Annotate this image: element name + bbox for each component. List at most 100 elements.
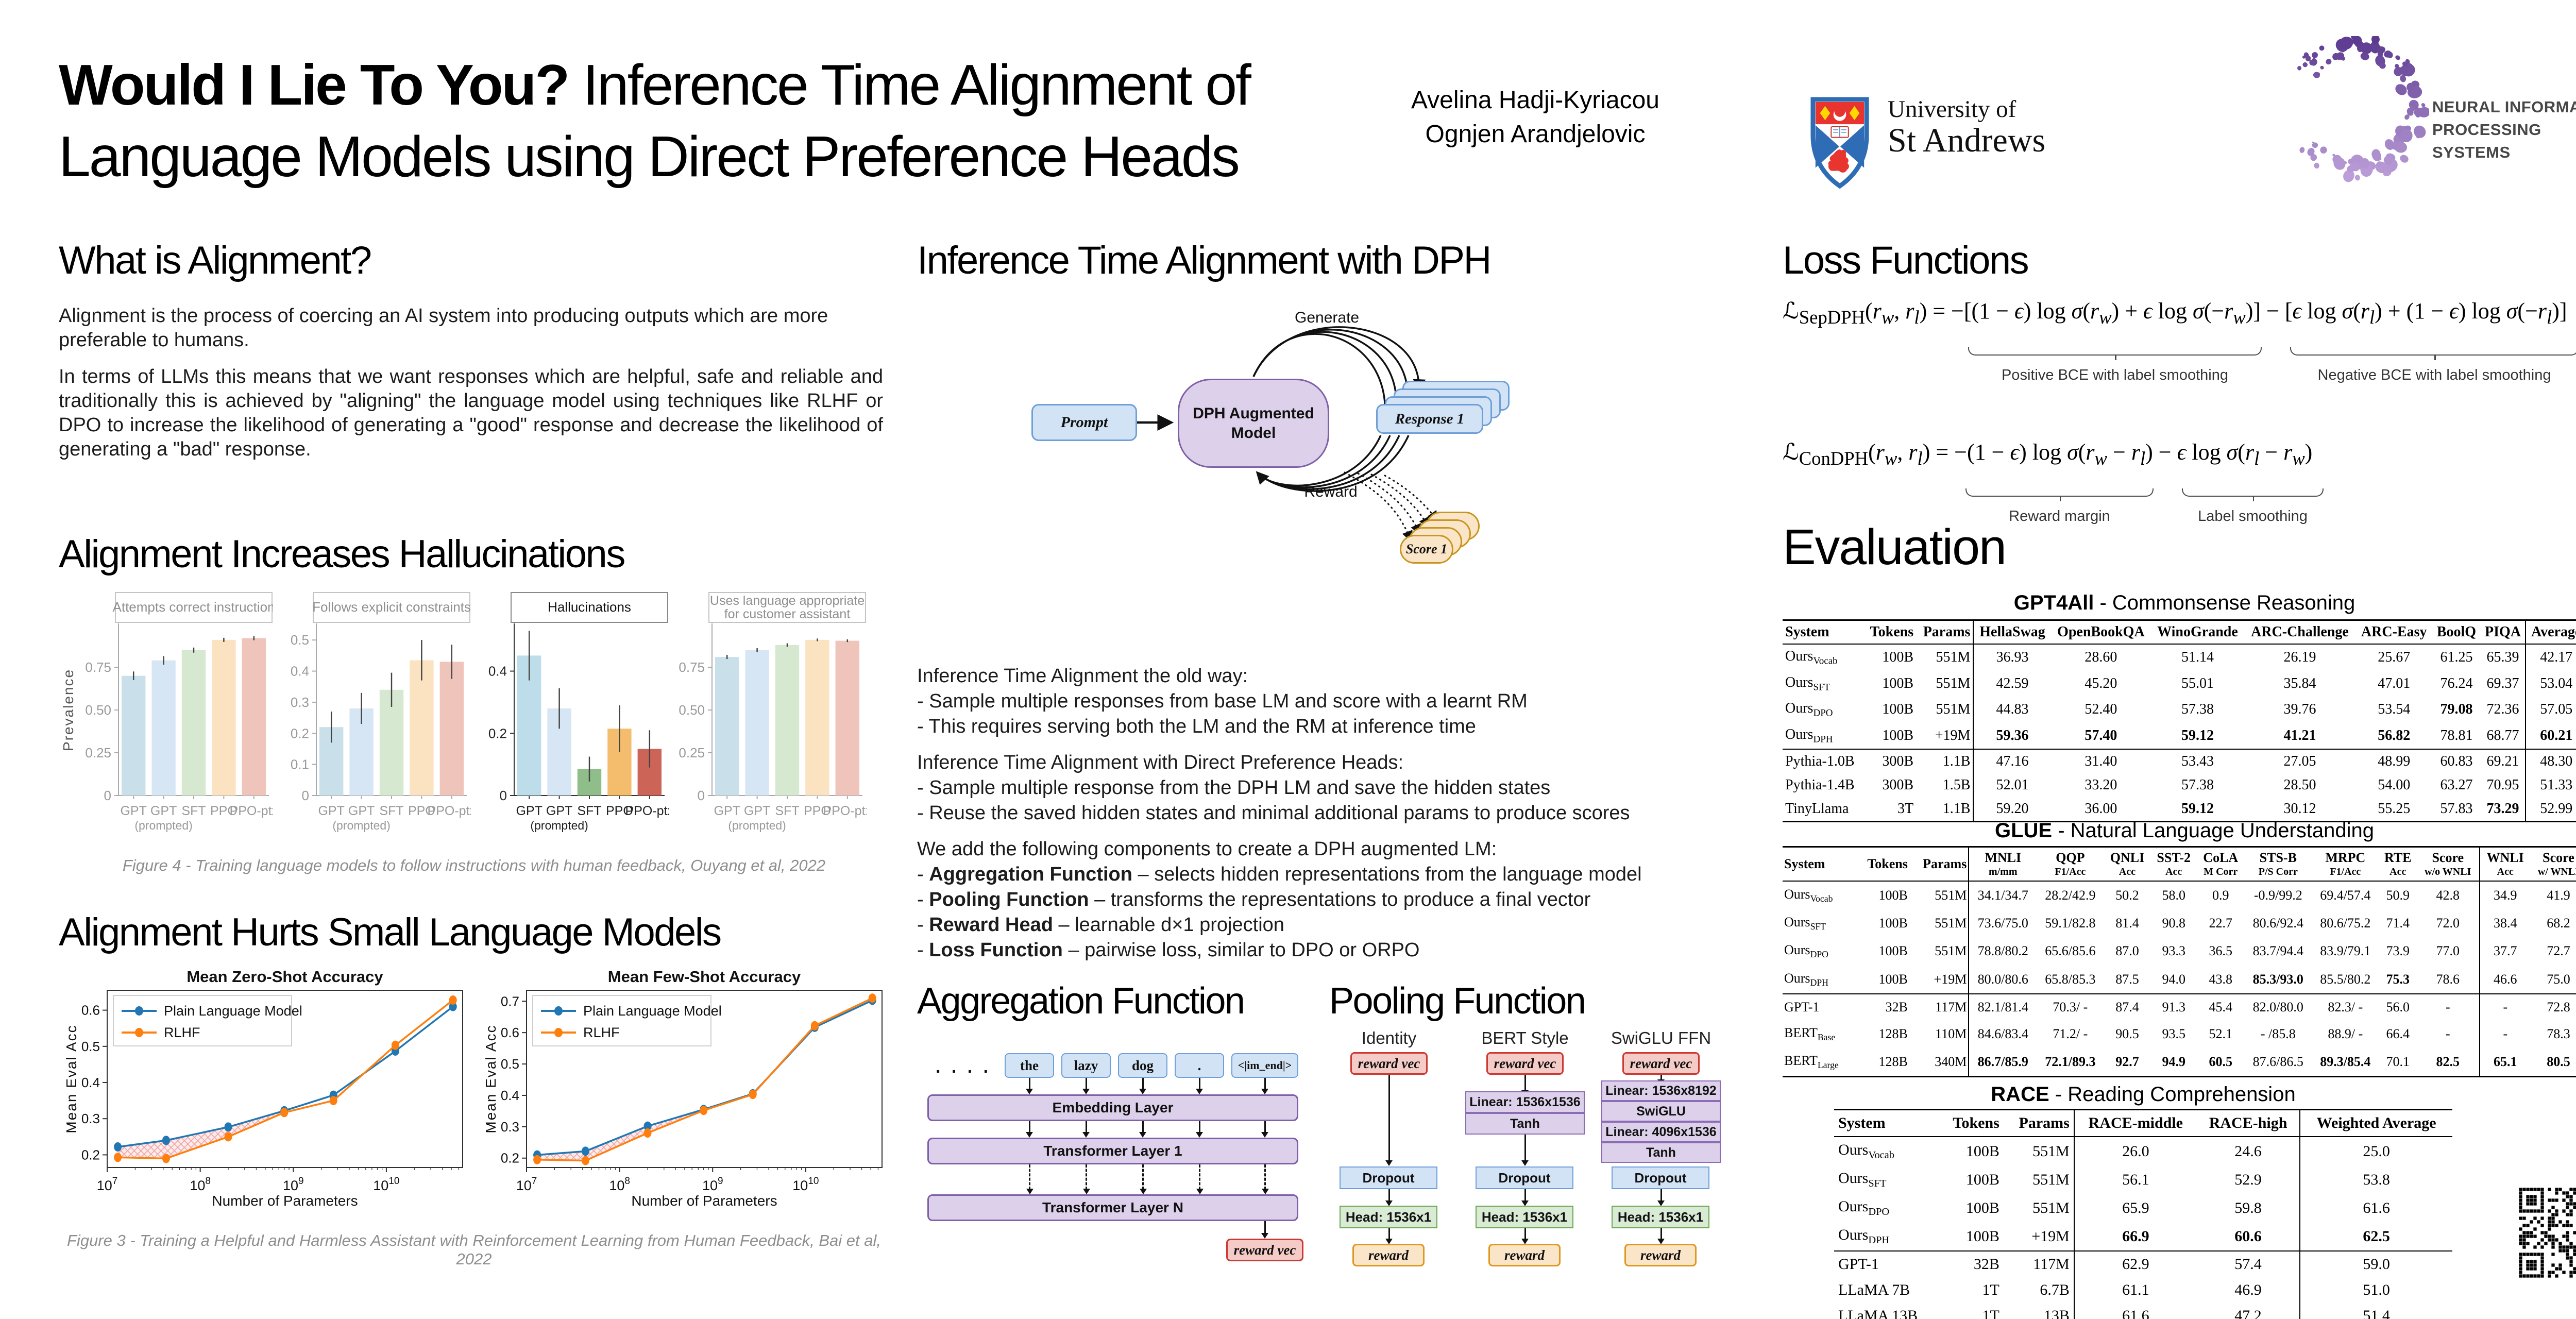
svg-text:GPT: GPT [516, 804, 542, 818]
component-term: Aggregation Function [929, 864, 1132, 885]
transformer1-bar: Transformer Layer 1 [927, 1138, 1298, 1164]
alignment-paragraph-1: Alignment is the process of coercing an … [59, 305, 828, 351]
table-cell: 35.84 [2283, 675, 2316, 691]
svg-text:0.6: 0.6 [81, 1003, 100, 1018]
table-cell: 62.9 [2073, 1250, 2197, 1277]
svg-text:PPO-ptx: PPO-ptx [428, 804, 471, 818]
token-box: dog [1118, 1053, 1167, 1078]
table-cell: 61.6 [2299, 1194, 2452, 1222]
svg-text:107: 107 [97, 1176, 118, 1193]
svg-text:GPT: GPT [744, 804, 770, 818]
table-header-cell: OpenBookQA [2050, 620, 2151, 645]
table-cell: 75.0 [2547, 971, 2570, 987]
table-header-row: System Tokens Params MNLI m/mm QQP F1/Acc QNLI A… [1783, 847, 2576, 882]
figure3-caption: Figure 3 - Training a Helpful and Harmle… [67, 1231, 881, 1268]
table-row: OursDPH 100B +19M 80.0/80.6 65.8/85.3 87.5 94.… [1783, 965, 2576, 994]
table-cell: 0.9 [2212, 888, 2229, 903]
svg-text:0.25: 0.25 [679, 745, 705, 760]
table-cell: 55.25 [2378, 801, 2411, 817]
table-cell: 26.0 [2073, 1137, 2197, 1165]
table-cell: 100B [1878, 888, 1908, 903]
generate-label: Generate [1295, 309, 1360, 326]
aggregation-diagram: . . . . the lazy dog . <|im_end|> Embedd… [927, 1035, 1303, 1277]
table-cell: 43.8 [2209, 971, 2233, 987]
table-header-cell: Tokens [1863, 620, 1917, 645]
table-cell: LLaMA 13B [1838, 1307, 1918, 1319]
svg-text:0.4: 0.4 [501, 1088, 519, 1103]
table-cell: 1.1B [1942, 801, 1971, 817]
table-cell: 90.8 [2162, 916, 2185, 931]
table-header-cell: Average [2525, 620, 2576, 645]
table-cell: 71.4 [2386, 916, 2410, 931]
table-cell: 57.4 [2196, 1250, 2300, 1277]
table-cell: 57.38 [2181, 777, 2214, 793]
section-what-is-alignment: What is Alignment? [59, 239, 372, 282]
table-cell: 52.01 [1973, 773, 2051, 798]
svg-text:0.4: 0.4 [488, 664, 507, 679]
reward-vec-box: reward vec [1226, 1239, 1303, 1261]
table-cell: 46.6 [2479, 965, 2531, 994]
svg-text:108: 108 [609, 1176, 630, 1193]
dropout-box: Dropout [1476, 1166, 1573, 1189]
table-cell: 110M [1935, 1026, 1967, 1041]
svg-text:GPT: GPT [150, 804, 177, 818]
table-cell: 55.01 [2181, 675, 2214, 691]
component-desc: – pairwise loss, similar to DPO or ORPO [1068, 939, 1420, 961]
table-row: Pythia-1.0B 300B 1.1B 47.16 31.40 53.43 27.05 4… [1783, 749, 2576, 774]
table-cell: OursDPO [1838, 1198, 1890, 1217]
poster-title-line2: Language Models using Direct Preference … [59, 125, 1240, 189]
dph-way-head: Inference Time Alignment with Direct Pre… [917, 752, 1404, 773]
table-cell: 57.05 [2525, 697, 2576, 723]
pool-col-bert: BERT Style [1481, 1028, 1569, 1047]
svg-text:SFT: SFT [775, 804, 799, 818]
head-box: Head: 1536x1 [1476, 1206, 1573, 1228]
table-cell: 85.5/80.2 [2320, 971, 2371, 987]
glue-table: System Tokens Params MNLI m/mm QQP F1/Acc QNLI A… [1783, 846, 2576, 1078]
table-title-rest: - Commonsense Reasoning [2094, 591, 2355, 614]
reward-label: Reward [1304, 483, 1358, 500]
table-cell: 80.6/92.4 [2252, 916, 2303, 931]
table-cell: 47.2 [2234, 1307, 2262, 1319]
neurips-logo: NEURAL INFORMATION PROCESSING SYSTEMS [2259, 32, 2576, 185]
table-cell: 56.0 [2379, 993, 2417, 1020]
line-chart: Mean Few-Shot Accuracy 107 108 109 1010 0.2 0.… [483, 968, 883, 1209]
table-cell: 45.4 [2196, 993, 2245, 1020]
table-cell: 52.1 [2209, 1026, 2233, 1041]
svg-text:0: 0 [104, 788, 111, 803]
table-cell: 80.0/80.6 [1968, 965, 2037, 994]
svg-text:(prompted): (prompted) [134, 819, 192, 832]
table-cell: TinyLlama [1785, 801, 1849, 817]
table-cell: 59.0 [2299, 1250, 2452, 1277]
table-cell: BERTLarge [1784, 1053, 1839, 1071]
st-andrews-line2: St Andrews [1888, 122, 2046, 159]
svg-text:0.5: 0.5 [501, 1056, 519, 1072]
svg-text:GPT: GPT [546, 804, 572, 818]
table-header-cell: Params [2003, 1109, 2074, 1137]
table-cell: 42.8 [2436, 888, 2460, 903]
dropout-box: Dropout [1340, 1166, 1437, 1189]
table-cell: 128B [1878, 1026, 1908, 1041]
table-cell: 300B [1882, 777, 1914, 793]
old-way-head: Inference Time Alignment the old way: [917, 665, 1248, 687]
table-cell: +19M [1934, 971, 1967, 987]
svg-text:Prevalence: Prevalence [61, 669, 76, 751]
table-cell: 551M [1935, 943, 1967, 959]
table-cell: OursDPH [1785, 726, 1833, 745]
svg-text:0.2: 0.2 [81, 1147, 100, 1162]
bullet: - Reuse the saved hidden states and mini… [917, 801, 1731, 826]
svg-text:RLHF: RLHF [164, 1025, 200, 1040]
svg-text:0: 0 [698, 788, 705, 803]
table-cell: 100B [1882, 649, 1914, 666]
bullet-dash: - [917, 889, 924, 910]
underbrace [2182, 488, 2324, 501]
swiglu-tanh-box: Tanh [1601, 1142, 1721, 1163]
table-row: BERTBase 128B 110M 84.6/83.4 71.2/ - 90.5 93.5… [1783, 1020, 2576, 1048]
table-header-cell: ARC-Challenge [2244, 620, 2356, 645]
table-cell: 70.3/ - [2037, 993, 2104, 1020]
token-ellipsis: . . . . [936, 1057, 992, 1077]
table-cell: 42.59 [1973, 670, 2051, 697]
table-cell: 78.3 [2547, 1026, 2570, 1041]
table-header-cell: SST-2 Acc [2150, 847, 2197, 882]
table-cell: 70.95 [2486, 777, 2519, 793]
